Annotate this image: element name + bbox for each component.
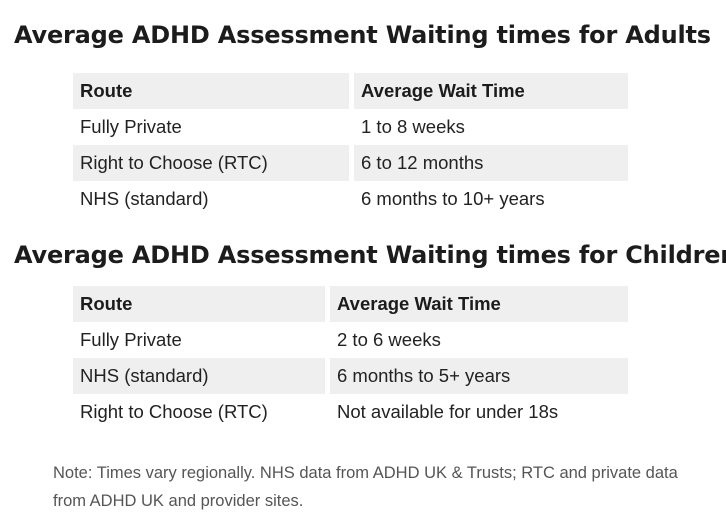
wait-time-cell: Not available for under 18s bbox=[337, 401, 559, 422]
adults-wait-table: Route Average Wait Time Fully Private 1 … bbox=[73, 73, 628, 217]
table-row: NHS (standard) 6 months to 5+ years bbox=[73, 358, 628, 394]
wait-time-cell: 2 to 6 weeks bbox=[337, 329, 441, 350]
table-header-row: Route Average Wait Time bbox=[73, 73, 628, 109]
column-header-route: Route bbox=[73, 73, 354, 109]
route-cell: NHS (standard) bbox=[73, 181, 354, 217]
children-heading: Average ADHD Assessment Waiting times fo… bbox=[14, 241, 726, 269]
column-header-wait-time: Average Wait Time bbox=[327, 286, 628, 322]
table-header-row: Route Average Wait Time bbox=[73, 286, 628, 322]
wait-time-cell: 6 to 12 months bbox=[351, 145, 628, 181]
route-cell: Right to Choose (RTC) bbox=[73, 145, 354, 181]
children-wait-table: Route Average Wait Time Fully Private 2 … bbox=[73, 286, 628, 430]
route-cell: Fully Private bbox=[73, 109, 354, 145]
table-row: Right to Choose (RTC) 6 to 12 months bbox=[73, 145, 628, 181]
wait-time-cell: 1 to 8 weeks bbox=[361, 116, 465, 137]
route-cell: Right to Choose (RTC) bbox=[73, 394, 330, 430]
column-header-route: Route bbox=[73, 286, 330, 322]
table-row: Fully Private 2 to 6 weeks bbox=[73, 322, 628, 358]
table-row: NHS (standard) 6 months to 10+ years bbox=[73, 181, 628, 217]
route-cell: Fully Private bbox=[73, 322, 330, 358]
source-note: Note: Times vary regionally. NHS data fr… bbox=[53, 464, 678, 510]
column-header-wait-time: Average Wait Time bbox=[351, 73, 628, 109]
adults-heading: Average ADHD Assessment Waiting times fo… bbox=[14, 21, 711, 49]
route-cell: NHS (standard) bbox=[73, 358, 330, 394]
table-row: Fully Private 1 to 8 weeks bbox=[73, 109, 628, 145]
table-row: Right to Choose (RTC) Not available for … bbox=[73, 394, 628, 430]
wait-time-cell: 6 months to 10+ years bbox=[361, 188, 545, 209]
wait-time-cell: 6 months to 5+ years bbox=[327, 358, 628, 394]
